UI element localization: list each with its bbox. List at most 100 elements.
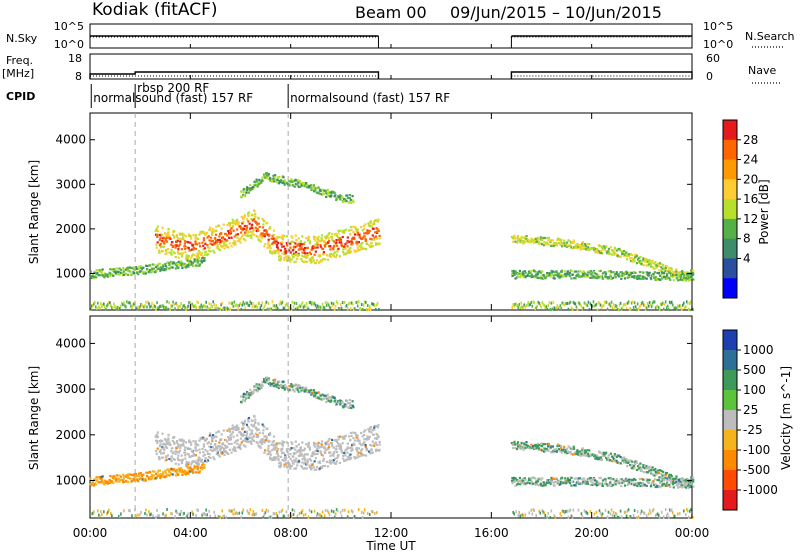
power-cell — [330, 191, 333, 194]
power-cell — [245, 186, 249, 189]
velocity-cell — [326, 442, 329, 445]
power-cell — [594, 303, 597, 307]
velocity-cell — [370, 509, 373, 513]
velocity-cell — [638, 463, 641, 466]
velocity-cell — [659, 486, 662, 489]
velocity-cell — [672, 514, 675, 518]
velocity-cell — [572, 508, 575, 512]
velocity-cell — [196, 459, 199, 462]
power-cell — [663, 267, 666, 270]
power-cell — [184, 305, 186, 309]
power-cell — [514, 240, 517, 243]
velocity-cell — [282, 514, 285, 518]
power-cell — [364, 223, 367, 226]
velocity-cell — [553, 484, 556, 487]
power-cell — [178, 262, 182, 265]
power-cell — [648, 259, 651, 262]
power-cell — [335, 300, 338, 304]
power-cell — [636, 302, 639, 306]
velocity-cell — [247, 416, 251, 420]
velocity-cell — [626, 479, 629, 482]
velocity-cell — [515, 447, 519, 451]
velocity-cell — [214, 447, 217, 451]
velocity-cell — [345, 405, 348, 408]
velocity-frame — [89, 315, 693, 519]
velocity-cell — [351, 448, 354, 451]
power-cell — [170, 261, 173, 264]
power-cell — [373, 238, 376, 241]
velocity-cell — [535, 443, 538, 447]
velocity-cell — [519, 514, 522, 518]
power-cell — [303, 304, 306, 308]
velocity-cell — [206, 513, 208, 517]
velocity-cell — [663, 473, 666, 476]
power-cell — [200, 260, 203, 263]
velocity-cell — [162, 452, 165, 455]
velocity-cell — [261, 442, 264, 445]
velocity-cell — [660, 480, 663, 483]
velocity-cell — [160, 452, 163, 455]
velocity-cell — [136, 478, 139, 481]
velocity-cell — [604, 478, 607, 481]
velocity-cell — [549, 446, 553, 449]
velocity-cell — [652, 508, 655, 512]
velocity-cell — [348, 446, 351, 450]
velocity-cell — [278, 442, 281, 445]
power-cell — [644, 258, 647, 261]
power-cell — [175, 301, 177, 305]
power-cell — [621, 252, 624, 256]
power-cell — [554, 273, 557, 276]
power-cell — [309, 258, 313, 261]
power-cell — [685, 300, 688, 304]
power-cell — [624, 253, 627, 256]
power-cell — [681, 277, 684, 280]
velocity-cell — [645, 465, 648, 468]
velocity-cell — [346, 451, 349, 454]
power-cell — [188, 301, 190, 305]
velocity-cell — [270, 443, 273, 446]
velocity-cell — [191, 450, 194, 454]
velocity-cell — [327, 439, 330, 442]
power-cell — [308, 242, 312, 245]
power-cell — [656, 271, 659, 275]
velocity-cell — [194, 442, 197, 445]
power-cell — [294, 307, 297, 311]
power-cell — [203, 253, 207, 256]
power-cell — [651, 259, 654, 262]
power-cell — [560, 269, 563, 272]
power-cell — [277, 236, 280, 239]
velocity-cell — [178, 469, 182, 472]
power-cell — [649, 264, 652, 267]
power-cell — [272, 233, 275, 237]
power-cell — [306, 252, 309, 255]
power-cell — [337, 229, 340, 232]
power-cell — [200, 232, 203, 235]
velocity-cell — [547, 449, 550, 452]
power-cell — [658, 269, 661, 272]
power-cell — [316, 186, 319, 190]
velocity-cell — [545, 481, 548, 484]
power-cell — [526, 238, 529, 241]
power-cell — [318, 305, 321, 309]
power-cell — [257, 222, 260, 225]
power-cell — [521, 305, 524, 309]
velocity-cell — [174, 462, 177, 465]
velocity-cell — [230, 442, 233, 446]
velocity-cell — [195, 449, 199, 452]
power-cell — [260, 235, 263, 238]
power-cell — [576, 307, 579, 311]
power-cell — [628, 253, 631, 256]
velocity-cell — [586, 511, 589, 515]
power-cell — [324, 245, 327, 248]
power-cell — [270, 237, 273, 240]
velocity-cell — [190, 449, 194, 452]
velocity-cell — [328, 400, 332, 403]
power-cell — [245, 191, 248, 194]
velocity-cell — [99, 477, 102, 480]
power-cell — [226, 306, 229, 310]
power-cell — [250, 301, 253, 305]
velocity-cell — [614, 480, 617, 483]
velocity-cell — [583, 454, 586, 457]
velocity-cell — [591, 481, 594, 484]
velocity-cell — [592, 482, 595, 485]
